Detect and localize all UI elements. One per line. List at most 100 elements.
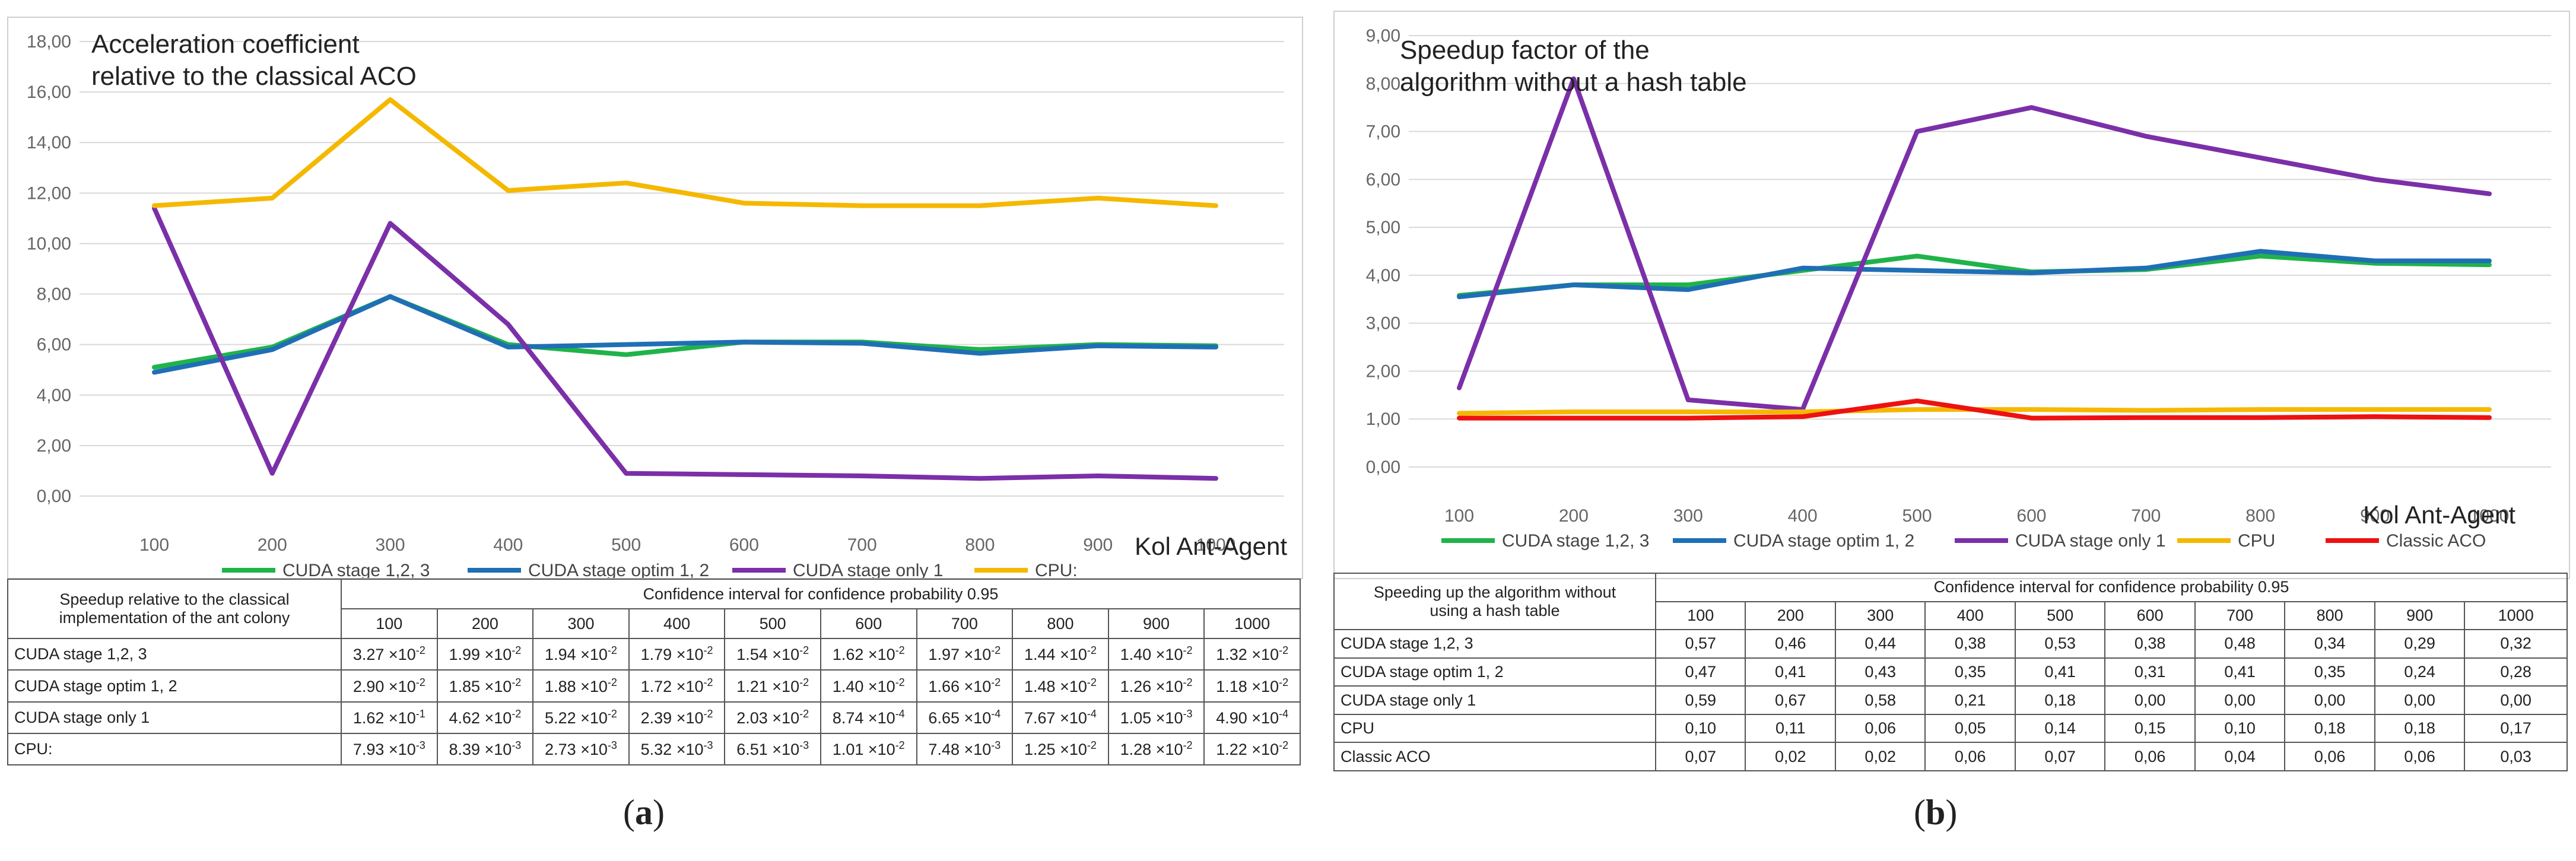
table-cell: 1.94 ×10-2	[532, 638, 630, 671]
cell-exponent: -2	[607, 707, 617, 720]
y-tick-label: 2,00	[1366, 361, 1400, 381]
table-cell: 0,03	[2464, 742, 2568, 771]
cell-exponent: -2	[512, 644, 522, 657]
table-cell: 0,59	[1654, 685, 1746, 715]
cell-mantissa: 4.90 ×10	[1216, 709, 1279, 727]
label-a-close: )	[652, 793, 665, 832]
table-cell: 0,48	[2194, 629, 2286, 659]
y-tick-label: 8,00	[37, 285, 71, 304]
table-cell: 1.79 ×10-2	[628, 638, 726, 671]
table-cell: 1.21 ×10-2	[724, 669, 821, 703]
table-row: CUDA stage 1,2, 3 3.27 ×10-2 1.99 ×10-2 1.9…	[7, 638, 1301, 671]
series-line	[152, 205, 1218, 481]
table-header-row: Speeding up the algorithm without using a…	[1333, 572, 2568, 631]
table-row: CPU: 7.93 ×10-3 8.39 ×10-3 2.73 ×10-3 5.32 ×…	[7, 732, 1301, 766]
table-cell: 1.25 ×10-2	[1012, 732, 1109, 766]
row-label: CPU:	[7, 732, 342, 766]
legend-label: Classic ACO	[2386, 531, 2486, 551]
table-cell: 0,47	[1654, 657, 1746, 687]
row-label: Classic ACO	[1333, 742, 1656, 771]
cell-mantissa: 7.93 ×10	[352, 740, 416, 758]
cell-mantissa: 1.01 ×10	[832, 740, 895, 758]
row-label: CUDA stage 1,2, 3	[7, 638, 342, 671]
chart-a-title-line2: relative to the classical ACO	[91, 62, 417, 91]
table-cell: 0,18	[2284, 713, 2375, 744]
column-header: 100	[1654, 601, 1746, 631]
cell-mantissa: 1.62 ×10	[832, 646, 895, 664]
table-cell: 0,00	[2104, 685, 2196, 715]
column-header: 400	[1924, 601, 2016, 631]
table-column-row: 100 200 300 400 500 600 700 800 900 1000	[8, 608, 1301, 640]
table-cell: 0,15	[2104, 713, 2196, 744]
table-cell: 0,44	[1834, 629, 1926, 659]
table-cell: 1.99 ×10-2	[436, 638, 534, 671]
column-header: 500	[2014, 601, 2106, 631]
cell-mantissa: 1.88 ×10	[545, 677, 608, 695]
table-cell: 0,29	[2374, 629, 2466, 659]
cell-exponent: -2	[895, 739, 905, 751]
cell-exponent: -2	[1279, 739, 1289, 751]
table-cell: 0,02	[1834, 742, 1926, 771]
x-tick-label: 300	[1673, 506, 1703, 526]
cell-mantissa: 1.94 ×10	[545, 646, 608, 664]
x-tick-label: 800	[2245, 506, 2275, 526]
cell-mantissa: 1.79 ×10	[640, 646, 704, 664]
column-header: 900	[1107, 608, 1205, 640]
x-tick-label: 800	[965, 535, 995, 555]
cell-exponent: -2	[607, 676, 617, 688]
table-cell: 0,00	[2284, 685, 2375, 715]
table-cell: 0,05	[1924, 713, 2016, 744]
column-header: 200	[1745, 601, 1836, 631]
table-cell: 0,31	[2104, 657, 2196, 687]
table-cell: 0,10	[2194, 713, 2286, 744]
y-tick-label: 8,00	[1366, 74, 1400, 94]
table-cell: 0,58	[1834, 685, 1926, 715]
chart-a-plot: 0,00 2,00 4,00 6,00 8,00 10,00 12,00 14,00 16,00…	[27, 32, 1287, 580]
cell-exponent: -3	[415, 739, 425, 751]
table-cell: 0,06	[1834, 713, 1926, 744]
table-column-row: 100 200 300 400 500 600 700 800 900 1000	[1334, 601, 2568, 631]
table-cell: 1.88 ×10-2	[532, 669, 630, 703]
y-tick-label: 3,00	[1366, 314, 1400, 333]
legend-label: CUDA stage only 1	[2015, 531, 2165, 551]
column-header: 700	[916, 608, 1014, 640]
table-cell: 0,06	[2104, 742, 2196, 771]
table-cell: 0,67	[1745, 685, 1836, 715]
table-cell: 1.05 ×10-3	[1107, 701, 1205, 734]
table-cell: 1.40 ×10-2	[820, 669, 917, 703]
cell-mantissa: 8.74 ×10	[832, 709, 895, 727]
table-cell: 0,38	[1924, 629, 2016, 659]
cell-exponent: -2	[703, 707, 713, 720]
column-header: 1000	[1203, 608, 1301, 640]
table-cell: 6.65 ×10-4	[916, 701, 1014, 734]
table-cell: 1.54 ×10-2	[724, 638, 821, 671]
row-header-line: Speeding up the algorithm without	[1373, 583, 1616, 601]
confidence-table-b: Speeding up the algorithm without using a…	[1333, 572, 2568, 771]
cell-exponent: -2	[1087, 676, 1097, 688]
cell-exponent: -2	[1087, 739, 1097, 751]
cell-mantissa: 1.62 ×10	[352, 709, 416, 727]
cell-exponent: -2	[991, 676, 1001, 688]
table-row-header: Speeding up the algorithm without using a…	[1333, 572, 1656, 631]
table-cell: 1.85 ×10-2	[436, 669, 534, 703]
cell-exponent: -4	[991, 707, 1001, 720]
cell-exponent: -2	[1183, 739, 1193, 751]
column-header: 800	[1012, 608, 1109, 640]
cell-exponent: -3	[799, 739, 809, 751]
legend-label: CPU	[2238, 531, 2275, 551]
table-row: Classic ACO 0,07 0,02 0,02 0,06 0,07 0,06 0,04 0…	[1333, 742, 2568, 771]
cell-mantissa: 2.03 ×10	[736, 709, 800, 727]
x-axis-label: Kol Ant-Agent	[1135, 532, 1287, 560]
group-header: Confidence interval for confidence proba…	[341, 578, 1301, 610]
table-cell: 8.39 ×10-3	[436, 732, 534, 766]
row-header-line: Speedup relative to the classical	[59, 590, 290, 609]
cell-mantissa: 7.48 ×10	[928, 740, 992, 758]
cell-exponent: -2	[512, 676, 522, 688]
table-cell: 0,53	[2014, 629, 2106, 659]
x-tick-label: 500	[1902, 506, 1932, 526]
row-header-line: implementation of the ant colony	[59, 609, 290, 627]
cell-exponent: -2	[1183, 676, 1193, 688]
y-tick-label: 0,00	[37, 487, 71, 506]
cell-exponent: -3	[991, 739, 1001, 751]
subfigure-label-b: (b)	[1914, 792, 1957, 833]
